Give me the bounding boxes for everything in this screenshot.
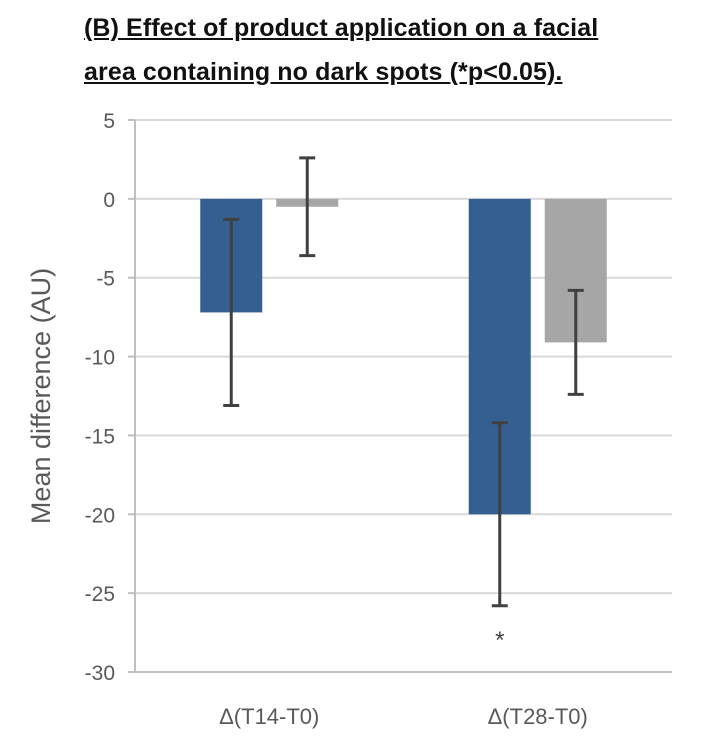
y-tick-label: -20: [85, 504, 115, 527]
chart-title-line-2: area containing no dark spots (*p<0.05).: [84, 58, 563, 86]
x-tick-label: Δ(T14-T0): [219, 704, 319, 729]
y-tick-label: -15: [85, 425, 115, 448]
gridlines: [135, 119, 672, 595]
chart-title-line-1: (B) Effect of product application on a f…: [84, 14, 599, 42]
y-tick-label: 0: [103, 189, 115, 212]
axes: [128, 119, 672, 673]
y-tick-label: -30: [85, 662, 115, 685]
y-tick-label: -5: [96, 268, 115, 291]
y-tick-label: -25: [85, 583, 115, 606]
y-axis-label: Mean difference (AU): [26, 268, 56, 524]
x-tick-label: Δ(T28-T0): [488, 704, 588, 729]
y-tick-label: -10: [85, 347, 115, 370]
error-bars: [223, 156, 584, 608]
significance-marker: *: [495, 627, 504, 654]
labels: 5 0 -5 -10 -15 -20 -25 -30 Mean difference (AU) Δ…: [26, 110, 588, 729]
y-tick-label: 5: [103, 110, 115, 133]
